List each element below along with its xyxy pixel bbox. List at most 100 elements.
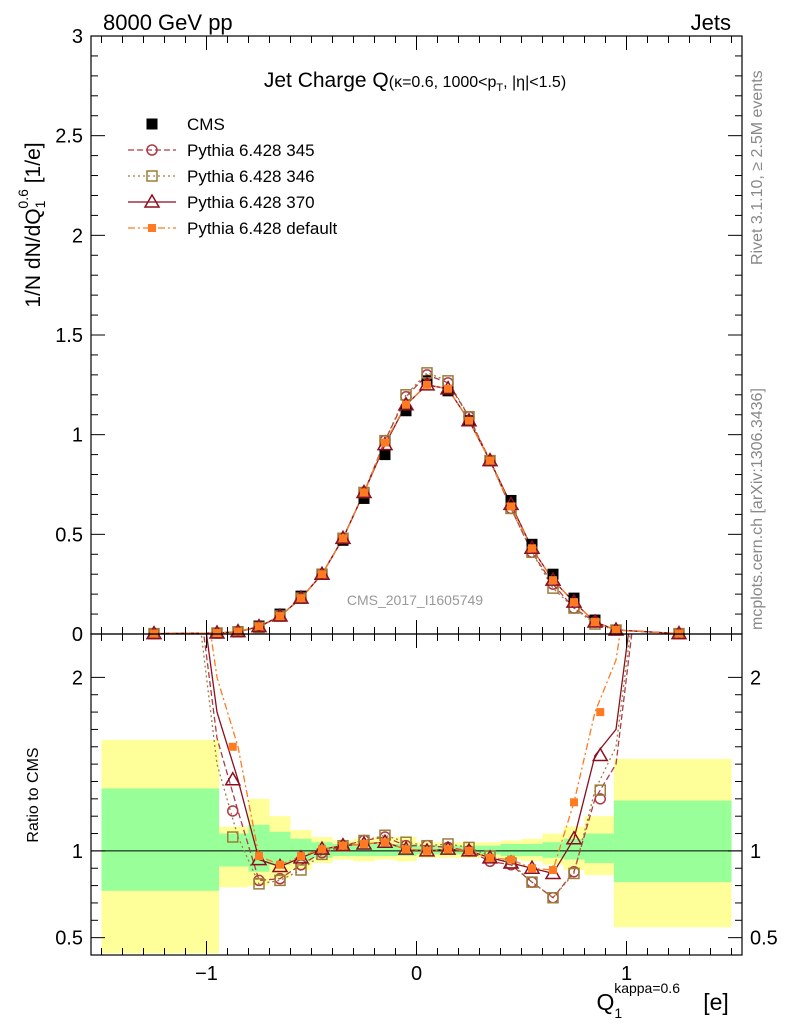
main-series-lines xyxy=(153,372,680,634)
xlabel-sub: 1 xyxy=(614,1005,622,1021)
main-point-pdefault xyxy=(276,612,284,621)
ratio-point-p346 xyxy=(547,891,559,904)
ratio-point-pdefault xyxy=(444,845,452,854)
ratio-point-p346 xyxy=(568,867,580,880)
main-point-pdefault xyxy=(465,416,473,425)
xtick-label: −1 xyxy=(195,963,218,985)
legend-marker-p345 xyxy=(146,144,158,156)
ratio-point-p370 xyxy=(591,746,609,762)
band-inner-14 xyxy=(500,843,522,857)
ratio-point-pdefault xyxy=(486,853,494,862)
ratio-point-p370 xyxy=(565,830,583,845)
ratio-line-pdefault xyxy=(210,634,621,871)
ratio-point-pdefault xyxy=(423,846,431,855)
xtick-label: 1 xyxy=(621,963,632,985)
ratio-point-pdefault xyxy=(528,864,536,873)
ratio-point-p345 xyxy=(227,805,239,817)
ratio-point-p346 xyxy=(526,876,538,888)
ratio-point-pdefault xyxy=(339,841,347,850)
main-plot-title: Jet Charge Q(κ=0.6, 1000<pT, |η|<1.5) xyxy=(264,69,566,94)
main-point-pdefault xyxy=(360,488,368,497)
ratio-point-pdefault xyxy=(402,845,410,854)
main-point-pdefault xyxy=(339,534,347,543)
legend-marker-cms xyxy=(146,118,158,130)
ratio-point-pdefault xyxy=(596,708,605,717)
main-point-cms xyxy=(400,405,412,417)
legend: CMS Pythia 6.428 345 Pythia 6.428 346 Pythi… xyxy=(128,115,338,238)
ratio-point-p346 xyxy=(274,874,286,887)
ratio-y-axis-label: Ratio to CMS xyxy=(25,747,42,842)
main-ytick-label: 1.5 xyxy=(55,325,83,347)
band-inner-2 xyxy=(248,824,270,872)
ratio-point-pdefault xyxy=(549,865,557,874)
xtick-label: 0 xyxy=(411,963,422,985)
main-ytick-label: 1 xyxy=(72,425,83,447)
main-ytick-label: 3 xyxy=(72,26,83,48)
band-inner-1 xyxy=(219,833,249,867)
main-point-cms xyxy=(379,449,391,461)
ylabel-a: 1/N dN/dQ xyxy=(22,208,45,307)
main-point-pdefault xyxy=(549,576,557,585)
main-point-pdefault xyxy=(234,627,242,636)
band-inner-0 xyxy=(101,788,220,891)
main-point-pdefault xyxy=(591,618,599,627)
main-ytick-label: 2 xyxy=(72,225,83,247)
mcplots-label: mcplots.cern.ch [arXiv:1306.3436] xyxy=(749,388,766,630)
rivet-label: Rivet 3.1.10, ≥ 2.5M events xyxy=(749,70,766,265)
ratio-line-p370 xyxy=(205,634,630,875)
ratio-ytick-label-right: 2 xyxy=(750,667,761,689)
xlabel-a: Q xyxy=(597,989,615,1015)
band-inner-18 xyxy=(584,833,614,864)
ylabel-b: [1/e] xyxy=(22,142,45,189)
header-right: Jets xyxy=(691,10,731,35)
watermark: CMS_2017_I1605749 xyxy=(347,592,483,608)
ratio-point-pdefault xyxy=(381,838,389,847)
ratio-point-pdefault xyxy=(228,742,237,751)
title-sub-t: T xyxy=(496,82,503,94)
ratio-point-p345 xyxy=(594,793,606,805)
ratio-ytick-label-right: 0.5 xyxy=(750,928,778,950)
main-point-pdefault xyxy=(444,384,452,393)
legend-label: Pythia 6.428 default xyxy=(187,219,338,238)
main-point-cms xyxy=(358,492,370,504)
legend-marker-pdefault xyxy=(148,224,156,232)
band-inner-17 xyxy=(563,838,585,860)
main-point-pdefault xyxy=(528,544,536,553)
band-inner-19 xyxy=(613,800,732,883)
main-point-p346 xyxy=(400,389,412,401)
legend-label: Pythia 6.428 345 xyxy=(187,141,315,160)
legend-label: CMS xyxy=(187,115,225,134)
ratio-point-p370 xyxy=(224,771,242,786)
ratio-series-lines xyxy=(200,634,633,899)
ratio-point-pdefault xyxy=(318,845,326,854)
main-point-pdefault xyxy=(255,622,263,631)
main-ytick-label: 0 xyxy=(72,624,83,646)
main-point-pdefault xyxy=(507,502,515,511)
xlabel-sup: kappa=0.6 xyxy=(614,980,680,996)
main-line-pdefault xyxy=(153,384,680,634)
main-point-pdefault xyxy=(381,438,389,447)
ratio-ytick-label-right: 1 xyxy=(750,841,761,863)
ratio-ytick-label: 2 xyxy=(72,667,83,689)
legend-marker-p346 xyxy=(146,170,158,182)
ratio-line-p346 xyxy=(200,634,631,899)
ratio-ytick-label: 0.5 xyxy=(55,928,83,950)
title-main: Jet Charge Q xyxy=(264,69,389,92)
ratio-point-pdefault xyxy=(507,855,515,864)
ratio-point-pdefault xyxy=(570,798,578,807)
band-inner-3 xyxy=(269,831,291,865)
ratio-ytick-label: 1 xyxy=(72,841,83,863)
main-point-pdefault xyxy=(570,598,578,607)
main-y-axis-label: 1/N dN/dQ10.6 [1/e] xyxy=(15,142,48,307)
x-axis-label: Q1 kappa=0.6 xyxy=(597,980,681,1021)
axis-ticks: 0 0.5 1 1.5 2 2.5 3 0.5 0.5 1 1 2 2 −1 0 1 xyxy=(55,26,778,985)
ratio-point-pdefault xyxy=(276,860,284,869)
ylabel-sub: 1 xyxy=(32,200,48,208)
main-point-cms xyxy=(505,494,517,506)
ratio-point-p346 xyxy=(253,878,265,890)
ratio-point-p346 xyxy=(594,784,606,796)
legend-label: Pythia 6.428 346 xyxy=(187,167,315,186)
ratio-point-pdefault xyxy=(297,852,305,861)
band-inner-15 xyxy=(521,843,543,857)
